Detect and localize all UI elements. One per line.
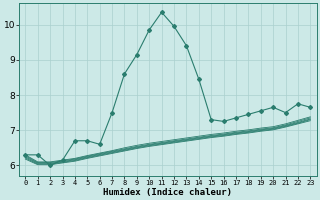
X-axis label: Humidex (Indice chaleur): Humidex (Indice chaleur): [103, 188, 232, 197]
